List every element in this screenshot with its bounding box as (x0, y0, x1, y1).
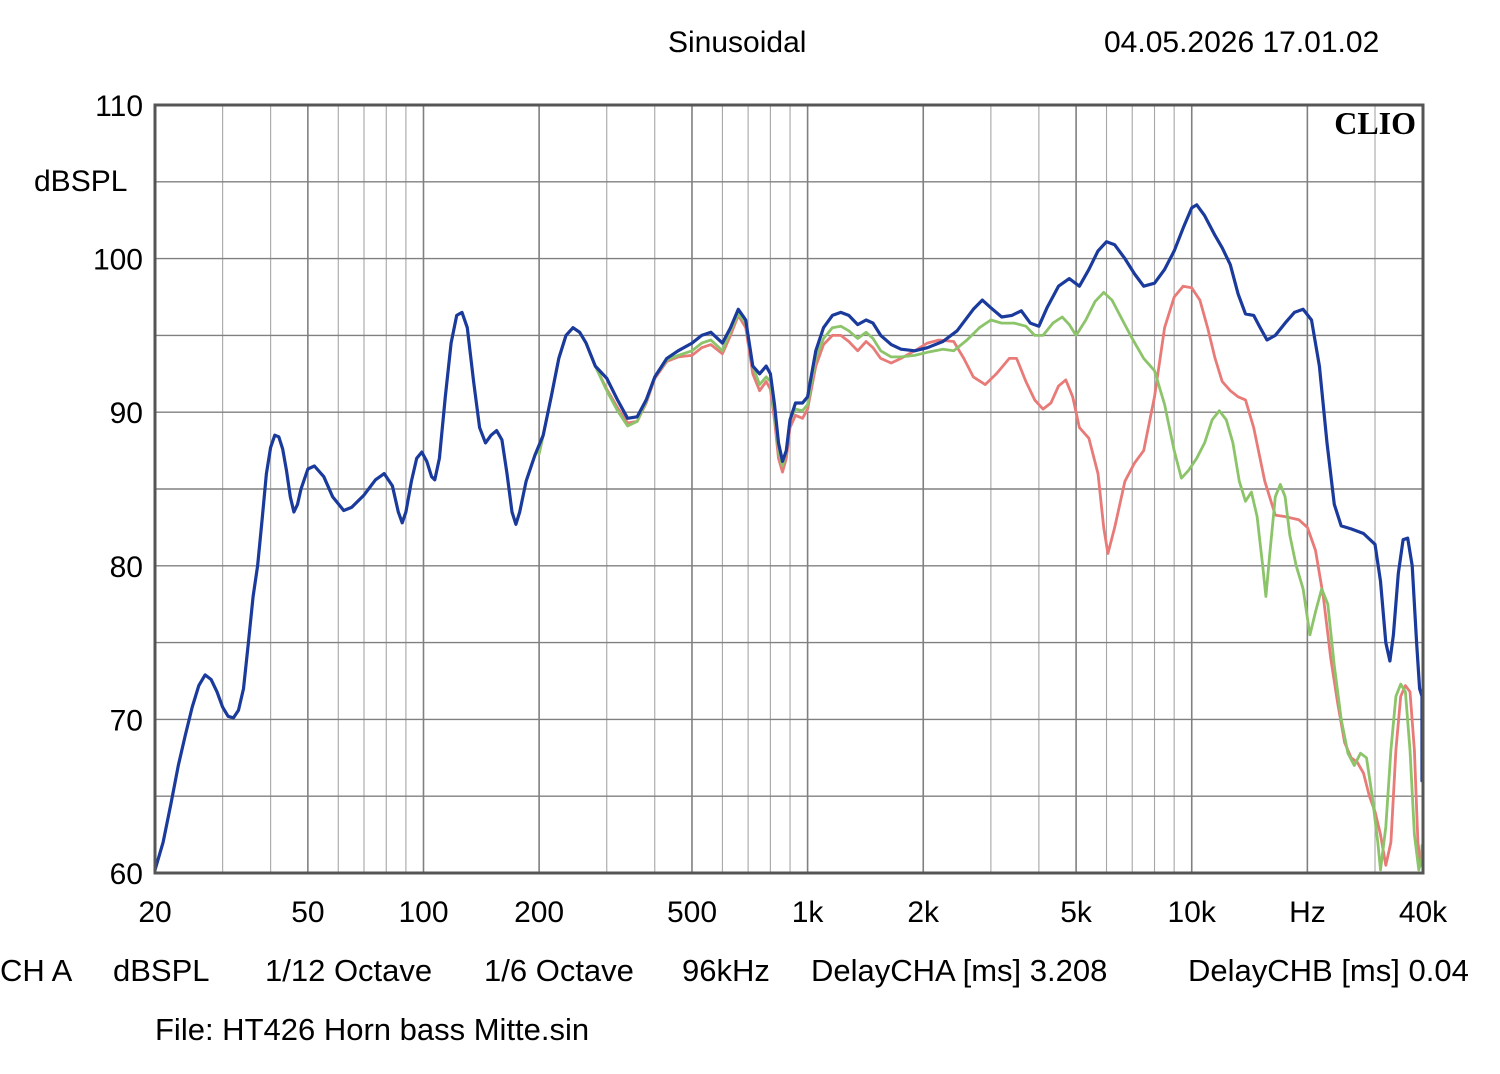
major-gridlines (155, 105, 1423, 873)
x-tick-label-5k: 5k (1060, 896, 1093, 929)
y-tick-label-90: 90 (110, 397, 143, 430)
x-tick-label-40k: 40k (1399, 896, 1448, 929)
y-tick-label-110: 110 (95, 90, 143, 123)
y-tick-label-70: 70 (110, 704, 143, 737)
series-line-0 (153, 203, 1424, 872)
info-channel: CH A (0, 953, 73, 988)
info-smoothing-2: 1/6 Octave (484, 953, 634, 988)
x-tick-label-10k: 10k (1168, 896, 1217, 929)
x-tick-label-1k: 1k (792, 896, 825, 929)
series-line-1 (537, 284, 1424, 867)
y-tick-labels: 110 100 90 80 70 60 (93, 90, 143, 891)
info-delay-a: DelayCHA [ms] 3.208 (811, 953, 1108, 988)
x-tick-label-500: 500 (667, 896, 717, 929)
series-line-2 (537, 290, 1424, 872)
y-tick-label-100: 100 (93, 244, 143, 277)
info-delay-b: DelayCHB [ms] 0.04 (1188, 953, 1469, 988)
y-axis-label: dBSPL (34, 165, 127, 198)
info-smoothing-1: 1/12 Octave (265, 953, 433, 988)
info-sample-rate: 96kHz (682, 953, 770, 988)
timestamp: 04.05.2026 17.01.02 (1104, 26, 1380, 59)
plot-frame (153, 103, 1425, 875)
x-tick-label-100: 100 (398, 896, 448, 929)
x-tick-label-20: 20 (138, 896, 171, 929)
x-tick-label-2k: 2k (907, 896, 940, 929)
y-tick-label-60: 60 (110, 858, 143, 891)
x-tick-label-50: 50 (291, 896, 324, 929)
chart-title: Sinusoidal (668, 26, 807, 59)
x-tick-labels: 20 50 100 200 500 1k 2k 5k 10k Hz 40k (138, 896, 1448, 929)
x-tick-label-Hz: Hz (1289, 896, 1326, 929)
y-tick-label-80: 80 (110, 551, 143, 584)
series-lines (153, 203, 1424, 872)
info-unit: dBSPL (113, 953, 210, 988)
clio-logo: CLIO (1334, 105, 1416, 141)
x-tick-label-200: 200 (514, 896, 564, 929)
file-name: File: HT426 Horn bass Mitte.sin (155, 1012, 590, 1047)
